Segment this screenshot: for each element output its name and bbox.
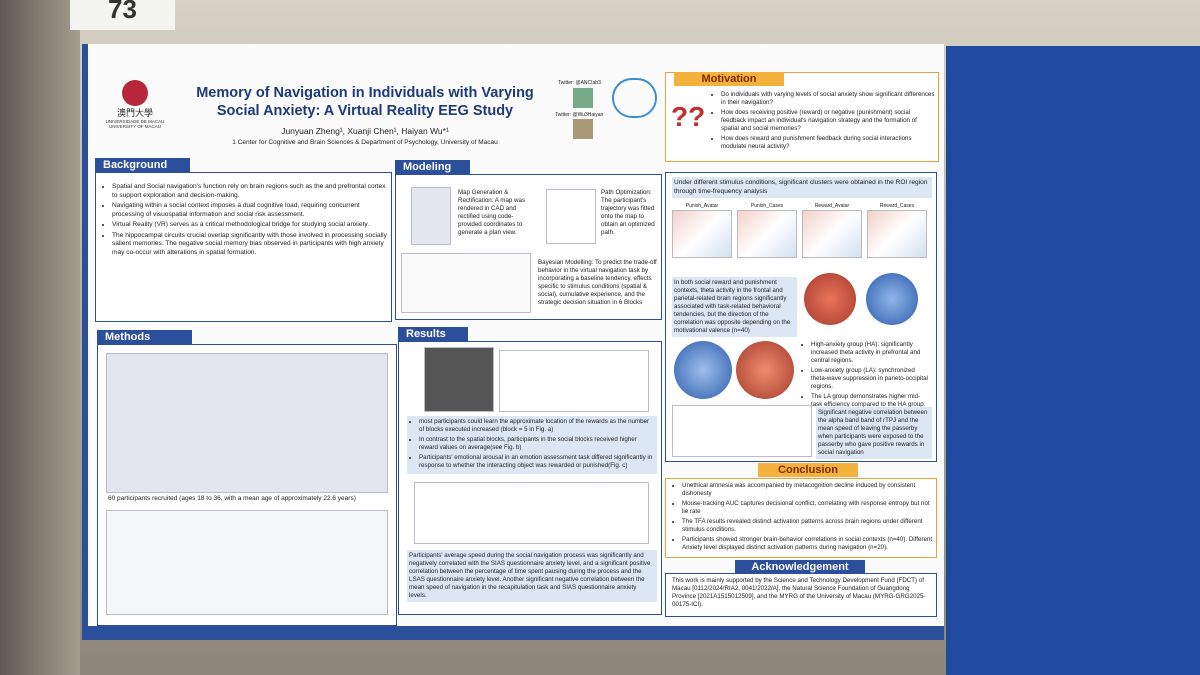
acknowledgement-text: This work is mainly supported by the Sci… — [672, 577, 926, 609]
panel-image — [737, 209, 797, 258]
university-zh: 澳門大學 — [116, 108, 153, 118]
bayes-text: Bayesian Modelling: To predict the trade… — [538, 259, 657, 307]
heading: Methods — [97, 330, 192, 344]
methods-box: 60 participants recruited (ages 18 to 36… — [97, 344, 397, 626]
logo: 澳門大學 UNIVERSIDADE DE MACAU UNIVERSITY OF… — [100, 80, 170, 129]
lab-logo — [612, 78, 657, 118]
motivation-box: Motivation ?? Do individuals with varyin… — [665, 72, 939, 162]
qr-code — [573, 119, 593, 139]
tfa-panels: Punish_Avatar Punish_Cases Reward_Avatar Re… — [672, 203, 932, 263]
booth-number: 73 — [70, 0, 175, 30]
university: UNIVERSIDADE DE MACAU UNIVERSITY OF MACA… — [105, 119, 165, 129]
heading: Results — [398, 327, 468, 341]
theta-text: In both social reward and punishment con… — [672, 277, 797, 338]
wall — [0, 0, 80, 675]
heading: Motivation — [674, 72, 784, 86]
bullet: The LA group demonstrates higher mid-tas… — [811, 393, 931, 409]
topomap — [674, 341, 732, 399]
bullet: Mouse-tracking AUC captures decisional c… — [682, 500, 934, 516]
twitter-1: Twitter: @ANCIab3 — [558, 80, 601, 86]
bullet: Navigating within a social context impos… — [112, 202, 387, 219]
twitter-2: Twitter: @Wu3Haiyan — [555, 112, 604, 118]
modeling-box: Map Generation & Rectification: A map wa… — [395, 174, 662, 320]
heading: Background — [95, 158, 190, 172]
panel-image — [867, 209, 927, 258]
tfa-panel: Reward_Cases — [867, 203, 927, 263]
bullet: Participants showed stronger brain-behav… — [682, 536, 934, 552]
tfa-panel: Reward_Avatar — [802, 203, 862, 263]
results-box: most participants could learn the approx… — [398, 341, 662, 615]
acknowledgement-box: This work is mainly supported by the Sci… — [665, 573, 937, 617]
eeg-intro: Under different stimulus conditions, sig… — [672, 177, 932, 199]
bullet: How does reward and punishment feedback … — [721, 135, 936, 151]
bullet: Virtual Reality (VR) serves as a critica… — [112, 221, 387, 230]
topomap — [866, 273, 918, 325]
bullet: Low-anxiety group (LA): synchronized the… — [811, 367, 931, 391]
question-icon: ?? — [671, 101, 706, 132]
bullet-list: Spatial and Social navigation's function… — [102, 183, 387, 258]
bullet: most participants could learn the approx… — [419, 418, 655, 434]
pipeline-figure — [106, 510, 388, 615]
crest — [122, 80, 148, 106]
topomap — [804, 273, 856, 325]
bullet: Spatial and Social navigation's function… — [112, 183, 387, 200]
panel-image — [802, 209, 862, 258]
results-list: most participants could learn the approx… — [407, 416, 657, 475]
bullet-list: Unethical amnesia was accompanied by met… — [672, 482, 934, 553]
blue-board — [946, 46, 1200, 675]
path-figure — [546, 189, 596, 244]
equation — [401, 253, 531, 313]
bullet: Do individuals with varying levels of so… — [721, 91, 936, 107]
bullet-list: High-anxiety group (HA): significantly i… — [801, 341, 931, 410]
path-text: Path Optimization: The participant's tra… — [601, 189, 655, 237]
heading: Conclusion — [758, 463, 858, 477]
panel-label: Reward_Avatar — [814, 203, 850, 209]
panel-label: Punish_Cases — [750, 203, 784, 209]
results-summary: Participants' average speed during the s… — [407, 550, 657, 603]
eeg-box: Under different stimulus conditions, sig… — [665, 172, 937, 462]
alpha-text: Significant negative correlation between… — [816, 407, 932, 460]
panel-image — [672, 209, 732, 258]
conclusion-list: Unethical amnesia was accompanied by met… — [672, 482, 934, 555]
heading: Acknowledgement — [735, 560, 865, 574]
bullet: The TFA results revealed distinct activa… — [682, 518, 934, 534]
methods-caption: 60 participants recruited (ages 18 to 36… — [108, 495, 356, 502]
tfa-panel: Punish_Avatar — [672, 203, 732, 263]
title: Memory of Navigation in Individuals with… — [196, 85, 534, 120]
affiliation: 1 Center for Cognitive and Brain Science… — [232, 139, 498, 146]
bullet-list: Do individuals with varying levels of so… — [711, 91, 936, 151]
bullet: Participants' emotional arousal in an em… — [419, 454, 655, 470]
bullet: High-anxiety group (HA): significantly i… — [811, 341, 931, 365]
bullet: Unethical amnesia was accompanied by met… — [682, 482, 934, 498]
poster-band — [88, 626, 944, 640]
panel-label: Reward_Cases — [879, 203, 915, 209]
bullet: How does receiving positive (reward) or … — [721, 109, 936, 133]
bullet: The hippocampal circuits crucial overlap… — [112, 232, 387, 258]
bullet: In contrast to the spatial blocks, parti… — [419, 436, 655, 452]
heatmap-figure — [424, 347, 494, 412]
procedure-figure — [106, 353, 388, 493]
bar-figure — [499, 350, 649, 412]
correlation-figure — [672, 405, 812, 457]
motivation-list: Do individuals with varying levels of so… — [711, 91, 936, 153]
heading: Modeling — [395, 160, 470, 174]
authors: Junyuan Zheng¹, Xuanji Chen¹, Haiyan Wu*… — [281, 126, 449, 136]
panel-label: Punish_Avatar — [685, 203, 719, 209]
conclusion-box: Unethical amnesia was accompanied by met… — [665, 478, 937, 558]
map-figure — [411, 187, 451, 245]
group-list: High-anxiety group (HA): significantly i… — [801, 341, 931, 412]
topomap — [736, 341, 794, 399]
tfa-panel: Punish_Cases — [737, 203, 797, 263]
map-text: Map Generation & Rectification: A map wa… — [458, 189, 526, 237]
background-list: Spatial and Social navigation's function… — [102, 183, 387, 260]
scatter-figure — [414, 482, 649, 544]
bullet-list: most participants could learn the approx… — [409, 418, 655, 470]
background-box: Spatial and Social navigation's function… — [95, 172, 392, 322]
qr-code — [573, 88, 593, 108]
